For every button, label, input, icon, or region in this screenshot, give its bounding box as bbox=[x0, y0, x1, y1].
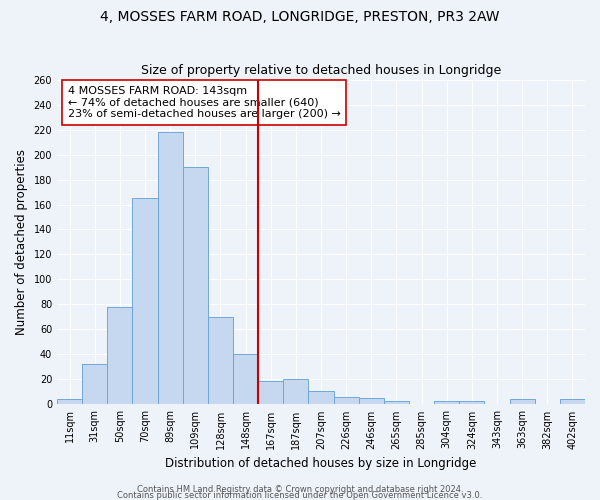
Bar bbox=[258, 380, 283, 404]
X-axis label: Distribution of detached houses by size in Longridge: Distribution of detached houses by size … bbox=[166, 457, 477, 470]
Bar bbox=[233, 354, 258, 405]
Bar bbox=[57, 400, 82, 404]
Bar bbox=[384, 400, 409, 404]
Bar bbox=[359, 398, 384, 404]
Text: Contains HM Land Registry data © Crown copyright and database right 2024.: Contains HM Land Registry data © Crown c… bbox=[137, 485, 463, 494]
Bar bbox=[107, 307, 133, 404]
Bar bbox=[183, 167, 208, 404]
Bar bbox=[509, 400, 535, 404]
Bar bbox=[283, 380, 308, 404]
Bar bbox=[334, 397, 359, 404]
Title: Size of property relative to detached houses in Longridge: Size of property relative to detached ho… bbox=[141, 64, 501, 77]
Bar bbox=[459, 400, 484, 404]
Bar bbox=[208, 317, 233, 404]
Bar bbox=[82, 364, 107, 405]
Text: 4 MOSSES FARM ROAD: 143sqm
← 74% of detached houses are smaller (640)
23% of sem: 4 MOSSES FARM ROAD: 143sqm ← 74% of deta… bbox=[68, 86, 340, 120]
Bar bbox=[560, 400, 585, 404]
Text: Contains public sector information licensed under the Open Government Licence v3: Contains public sector information licen… bbox=[118, 490, 482, 500]
Y-axis label: Number of detached properties: Number of detached properties bbox=[15, 149, 28, 335]
Bar bbox=[133, 198, 158, 404]
Bar bbox=[434, 400, 459, 404]
Bar bbox=[158, 132, 183, 404]
Text: 4, MOSSES FARM ROAD, LONGRIDGE, PRESTON, PR3 2AW: 4, MOSSES FARM ROAD, LONGRIDGE, PRESTON,… bbox=[100, 10, 500, 24]
Bar bbox=[308, 390, 334, 404]
